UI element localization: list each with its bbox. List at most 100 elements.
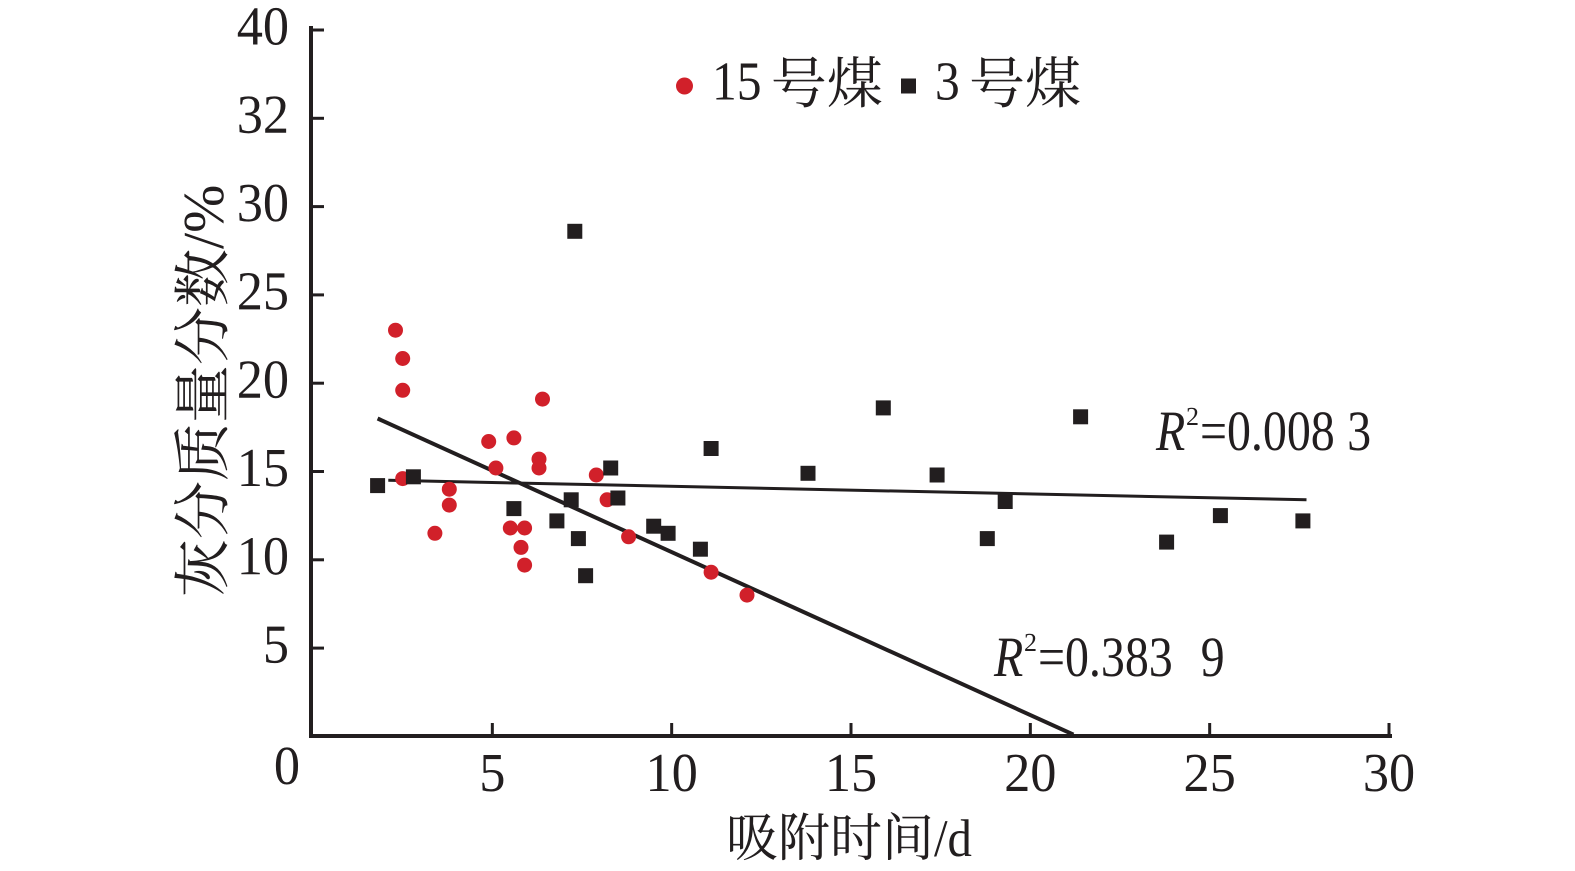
x-axis-title-latin-glyph [949, 819, 972, 857]
annotation-value-glyph [1202, 423, 1225, 439]
y-tick-label-glyph [265, 96, 287, 133]
x-tick-label-glyph [1212, 754, 1234, 792]
y-axis-title-cjk-glyph [174, 308, 228, 364]
y-axis-title-rotated [174, 186, 228, 595]
data-point-square [1212, 508, 1228, 524]
y-tick-label-glyph [241, 449, 260, 486]
legend [676, 56, 1080, 108]
x-axis-title-cjk-glyph [834, 813, 881, 861]
axis-titles [174, 186, 972, 861]
data-point-square [660, 525, 676, 541]
annotation-value [1202, 412, 1333, 451]
x-tick-label [650, 754, 696, 792]
y-axis-title-cjk-glyph [174, 250, 228, 305]
annotation-value-glyph [1264, 412, 1286, 451]
y-axis-title-cjk-glyph [174, 541, 228, 595]
y-axis-title-cjk-glyph [174, 482, 228, 538]
data-point-circle [395, 382, 411, 398]
data-point-square [405, 469, 421, 485]
x-tick-label [829, 754, 876, 792]
annotation-sup [1025, 633, 1036, 651]
axes [309, 26, 1392, 738]
y-tick-label [265, 626, 287, 664]
y-tick-label-glyph [241, 537, 260, 575]
annotation-value [1040, 638, 1171, 677]
legend-label-coal15-latin [716, 63, 760, 101]
y-tick-label-glyph [237, 8, 263, 45]
annotation-value [1349, 412, 1370, 451]
data-point-circle [481, 434, 497, 449]
data-point-circle [621, 529, 637, 545]
y-tick-label-glyph [239, 96, 261, 134]
data-point-square [1159, 534, 1175, 550]
data-point-square [997, 494, 1013, 509]
annotation-value-glyph [1151, 638, 1171, 677]
data-point-square [549, 513, 565, 529]
legend-label-coal15-cjk-glyph [773, 56, 825, 108]
data-point-square [506, 501, 522, 517]
x-tick-label-glyph [829, 754, 848, 791]
data-point-circle [441, 497, 457, 513]
y-tick-label-glyph [239, 272, 261, 310]
y-tick-label-glyph [239, 184, 261, 222]
r-squared-annotation [1155, 407, 1370, 451]
data-point-square [603, 460, 619, 476]
data-point-circle [441, 481, 457, 497]
y-tick-label [239, 184, 288, 222]
x-tick-label [1006, 754, 1055, 792]
annotation-value-glyph [1349, 412, 1370, 451]
x-tick-label-glyph [650, 754, 669, 791]
y-tick-label-glyph [264, 7, 288, 46]
x-tick-label-glyph [854, 754, 876, 792]
origin-tick-label [275, 747, 299, 785]
x-tick-label-glyph [1365, 754, 1387, 792]
legend-label-coal15 [716, 56, 882, 108]
data-point-circle [739, 587, 755, 603]
annotation-value-glyph [1092, 670, 1098, 677]
legend-marker-circle [676, 77, 693, 95]
data-point-square [578, 568, 594, 584]
x-tick-label [482, 754, 504, 792]
x-tick-label [1185, 754, 1234, 792]
annotation-r-glyph [1155, 412, 1185, 450]
x-axis-title-cjk-glyph [782, 812, 829, 861]
data-point-circle [488, 460, 504, 476]
annotation-value-glyph [1288, 412, 1310, 451]
data-point-circle [427, 525, 443, 541]
data-point-circle [502, 520, 518, 536]
y-tick-label [241, 537, 288, 575]
legend-label-coal15-latin-glyph [739, 63, 760, 101]
x-tick-label-glyph [1006, 754, 1028, 791]
data-point-circle [517, 557, 533, 573]
y-tick-label [241, 449, 287, 487]
annotation-value-glyph [1066, 638, 1088, 677]
data-points [370, 223, 1311, 603]
trend-line-coal15 [376, 416, 1075, 737]
x-tick-label-glyph [673, 754, 696, 792]
annotation-r [993, 638, 1023, 676]
series-coal3 [370, 223, 1311, 584]
y-tick-label [239, 361, 288, 399]
y-axis-title-latin-glyph [184, 232, 224, 249]
y-tick-label [237, 7, 288, 46]
data-point-square [703, 441, 719, 456]
legend-label-coal3-latin-glyph [937, 63, 958, 101]
data-point-circle [395, 351, 411, 366]
data-point-square [563, 492, 579, 508]
y-tick-label [239, 96, 287, 134]
data-point-circle [513, 539, 529, 555]
data-point-square [370, 478, 386, 494]
data-point-circle [517, 520, 533, 536]
y-axis-title-cjk-glyph [174, 426, 228, 479]
tick-labels [237, 7, 1414, 792]
x-tick-label-glyph [1390, 754, 1414, 792]
y-tick-label-glyph [239, 361, 261, 398]
annotation-value-glyph [1103, 638, 1123, 677]
data-point-square [979, 531, 995, 547]
data-point-square [800, 465, 816, 481]
annotation-value-glyph [1126, 638, 1148, 677]
legend-marker-square [901, 78, 916, 94]
data-point-square [567, 223, 583, 239]
legend-label-coal3 [937, 56, 1080, 108]
